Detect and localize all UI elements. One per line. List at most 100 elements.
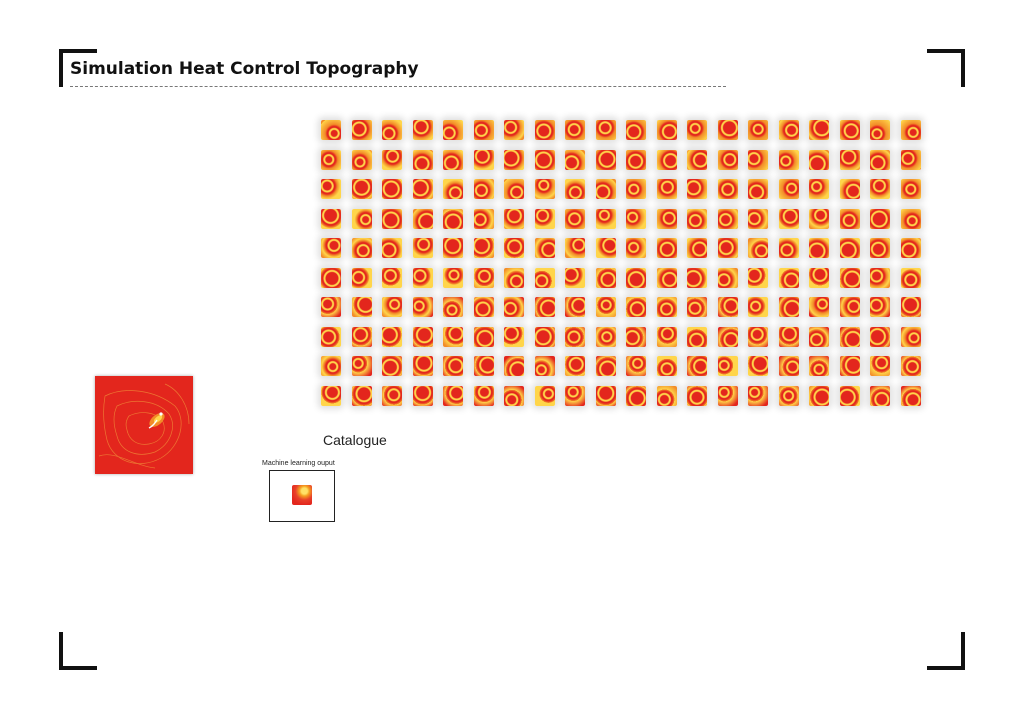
catalogue-tile — [321, 179, 341, 199]
catalogue-tile — [474, 327, 494, 347]
catalogue-tile — [504, 356, 524, 376]
catalogue-tile — [413, 297, 433, 317]
catalogue-tile — [443, 386, 463, 406]
catalogue-tile — [870, 386, 890, 406]
catalogue-tile — [748, 327, 768, 347]
catalogue-tile — [443, 238, 463, 258]
catalogue-tile — [657, 268, 677, 288]
catalogue-tile — [870, 238, 890, 258]
catalogue-tile — [626, 268, 646, 288]
catalogue-tile — [718, 120, 738, 140]
catalogue-tile — [443, 297, 463, 317]
catalogue-tile — [352, 386, 372, 406]
catalogue-tile — [718, 238, 738, 258]
catalogue-tile — [596, 356, 616, 376]
catalogue-tile — [901, 297, 921, 317]
catalogue-tile — [504, 297, 524, 317]
catalogue-tile — [626, 297, 646, 317]
catalogue-tile — [321, 297, 341, 317]
catalogue-tile — [870, 268, 890, 288]
catalogue-tile — [474, 179, 494, 199]
catalogue-tile — [748, 386, 768, 406]
catalogue-tile — [352, 179, 372, 199]
catalogue-tile — [687, 150, 707, 170]
catalogue-grid — [321, 120, 921, 406]
catalogue-tile — [718, 356, 738, 376]
catalogue-tile — [596, 238, 616, 258]
catalogue-tile — [870, 179, 890, 199]
catalogue-tile — [352, 268, 372, 288]
catalogue-tile — [535, 209, 555, 229]
catalogue-tile — [352, 209, 372, 229]
catalogue-tile — [443, 209, 463, 229]
catalogue-tile — [565, 386, 585, 406]
catalogue-tile — [443, 179, 463, 199]
catalogue-tile — [687, 386, 707, 406]
catalogue-tile — [474, 268, 494, 288]
catalogue-tile — [382, 268, 402, 288]
catalogue-tile — [596, 327, 616, 347]
frame-corner-bottom-right — [927, 632, 965, 670]
catalogue-tile — [413, 179, 433, 199]
catalogue-tile — [718, 268, 738, 288]
catalogue-tile — [382, 209, 402, 229]
catalogue-tile — [809, 386, 829, 406]
catalogue-tile — [321, 356, 341, 376]
catalogue-tile — [779, 268, 799, 288]
catalogue-tile — [474, 386, 494, 406]
catalogue-tile — [657, 327, 677, 347]
catalogue-tile — [840, 356, 860, 376]
catalogue-tile — [321, 327, 341, 347]
catalogue-tile — [321, 120, 341, 140]
catalogue-tile — [748, 268, 768, 288]
catalogue-tile — [901, 120, 921, 140]
catalogue-tile — [474, 297, 494, 317]
catalogue-tile — [657, 297, 677, 317]
catalogue-tile — [474, 150, 494, 170]
catalogue-tile — [779, 386, 799, 406]
frame-corner-bottom-left — [59, 632, 97, 670]
ml-output-caption: Machine learning ouput — [262, 460, 335, 467]
catalogue-tile — [504, 268, 524, 288]
page-title: Simulation Heat Control Topography — [70, 59, 419, 79]
catalogue-tile — [443, 327, 463, 347]
catalogue-tile — [352, 297, 372, 317]
catalogue-tile — [352, 356, 372, 376]
catalogue-tile — [779, 238, 799, 258]
catalogue-tile — [718, 209, 738, 229]
catalogue-tile — [779, 179, 799, 199]
catalogue-tile — [565, 297, 585, 317]
catalogue-tile — [535, 150, 555, 170]
catalogue-tile — [687, 120, 707, 140]
catalogue-tile — [382, 150, 402, 170]
catalogue-tile — [901, 268, 921, 288]
catalogue-tile — [596, 209, 616, 229]
catalogue-tile — [382, 356, 402, 376]
catalogue-tile — [443, 120, 463, 140]
catalogue-tile — [413, 327, 433, 347]
catalogue-tile — [352, 120, 372, 140]
catalogue-tile — [413, 386, 433, 406]
catalogue-tile — [657, 356, 677, 376]
catalogue-tile — [382, 179, 402, 199]
catalogue-tile — [596, 268, 616, 288]
catalogue-tile — [779, 327, 799, 347]
catalogue-tile — [870, 356, 890, 376]
catalogue-tile — [382, 120, 402, 140]
catalogue-tile — [779, 150, 799, 170]
catalogue-tile — [474, 238, 494, 258]
catalogue-tile — [687, 327, 707, 347]
heat-map-sample — [95, 376, 193, 474]
catalogue-tile — [687, 297, 707, 317]
catalogue-tile — [413, 268, 433, 288]
catalogue-tile — [535, 179, 555, 199]
catalogue-tile — [626, 150, 646, 170]
catalogue-tile — [413, 150, 433, 170]
catalogue-tile — [840, 150, 860, 170]
catalogue-tile — [413, 120, 433, 140]
catalogue-tile — [870, 150, 890, 170]
catalogue-tile — [504, 209, 524, 229]
catalogue-label: Catalogue — [323, 432, 387, 448]
catalogue-tile — [596, 386, 616, 406]
catalogue-tile — [474, 356, 494, 376]
